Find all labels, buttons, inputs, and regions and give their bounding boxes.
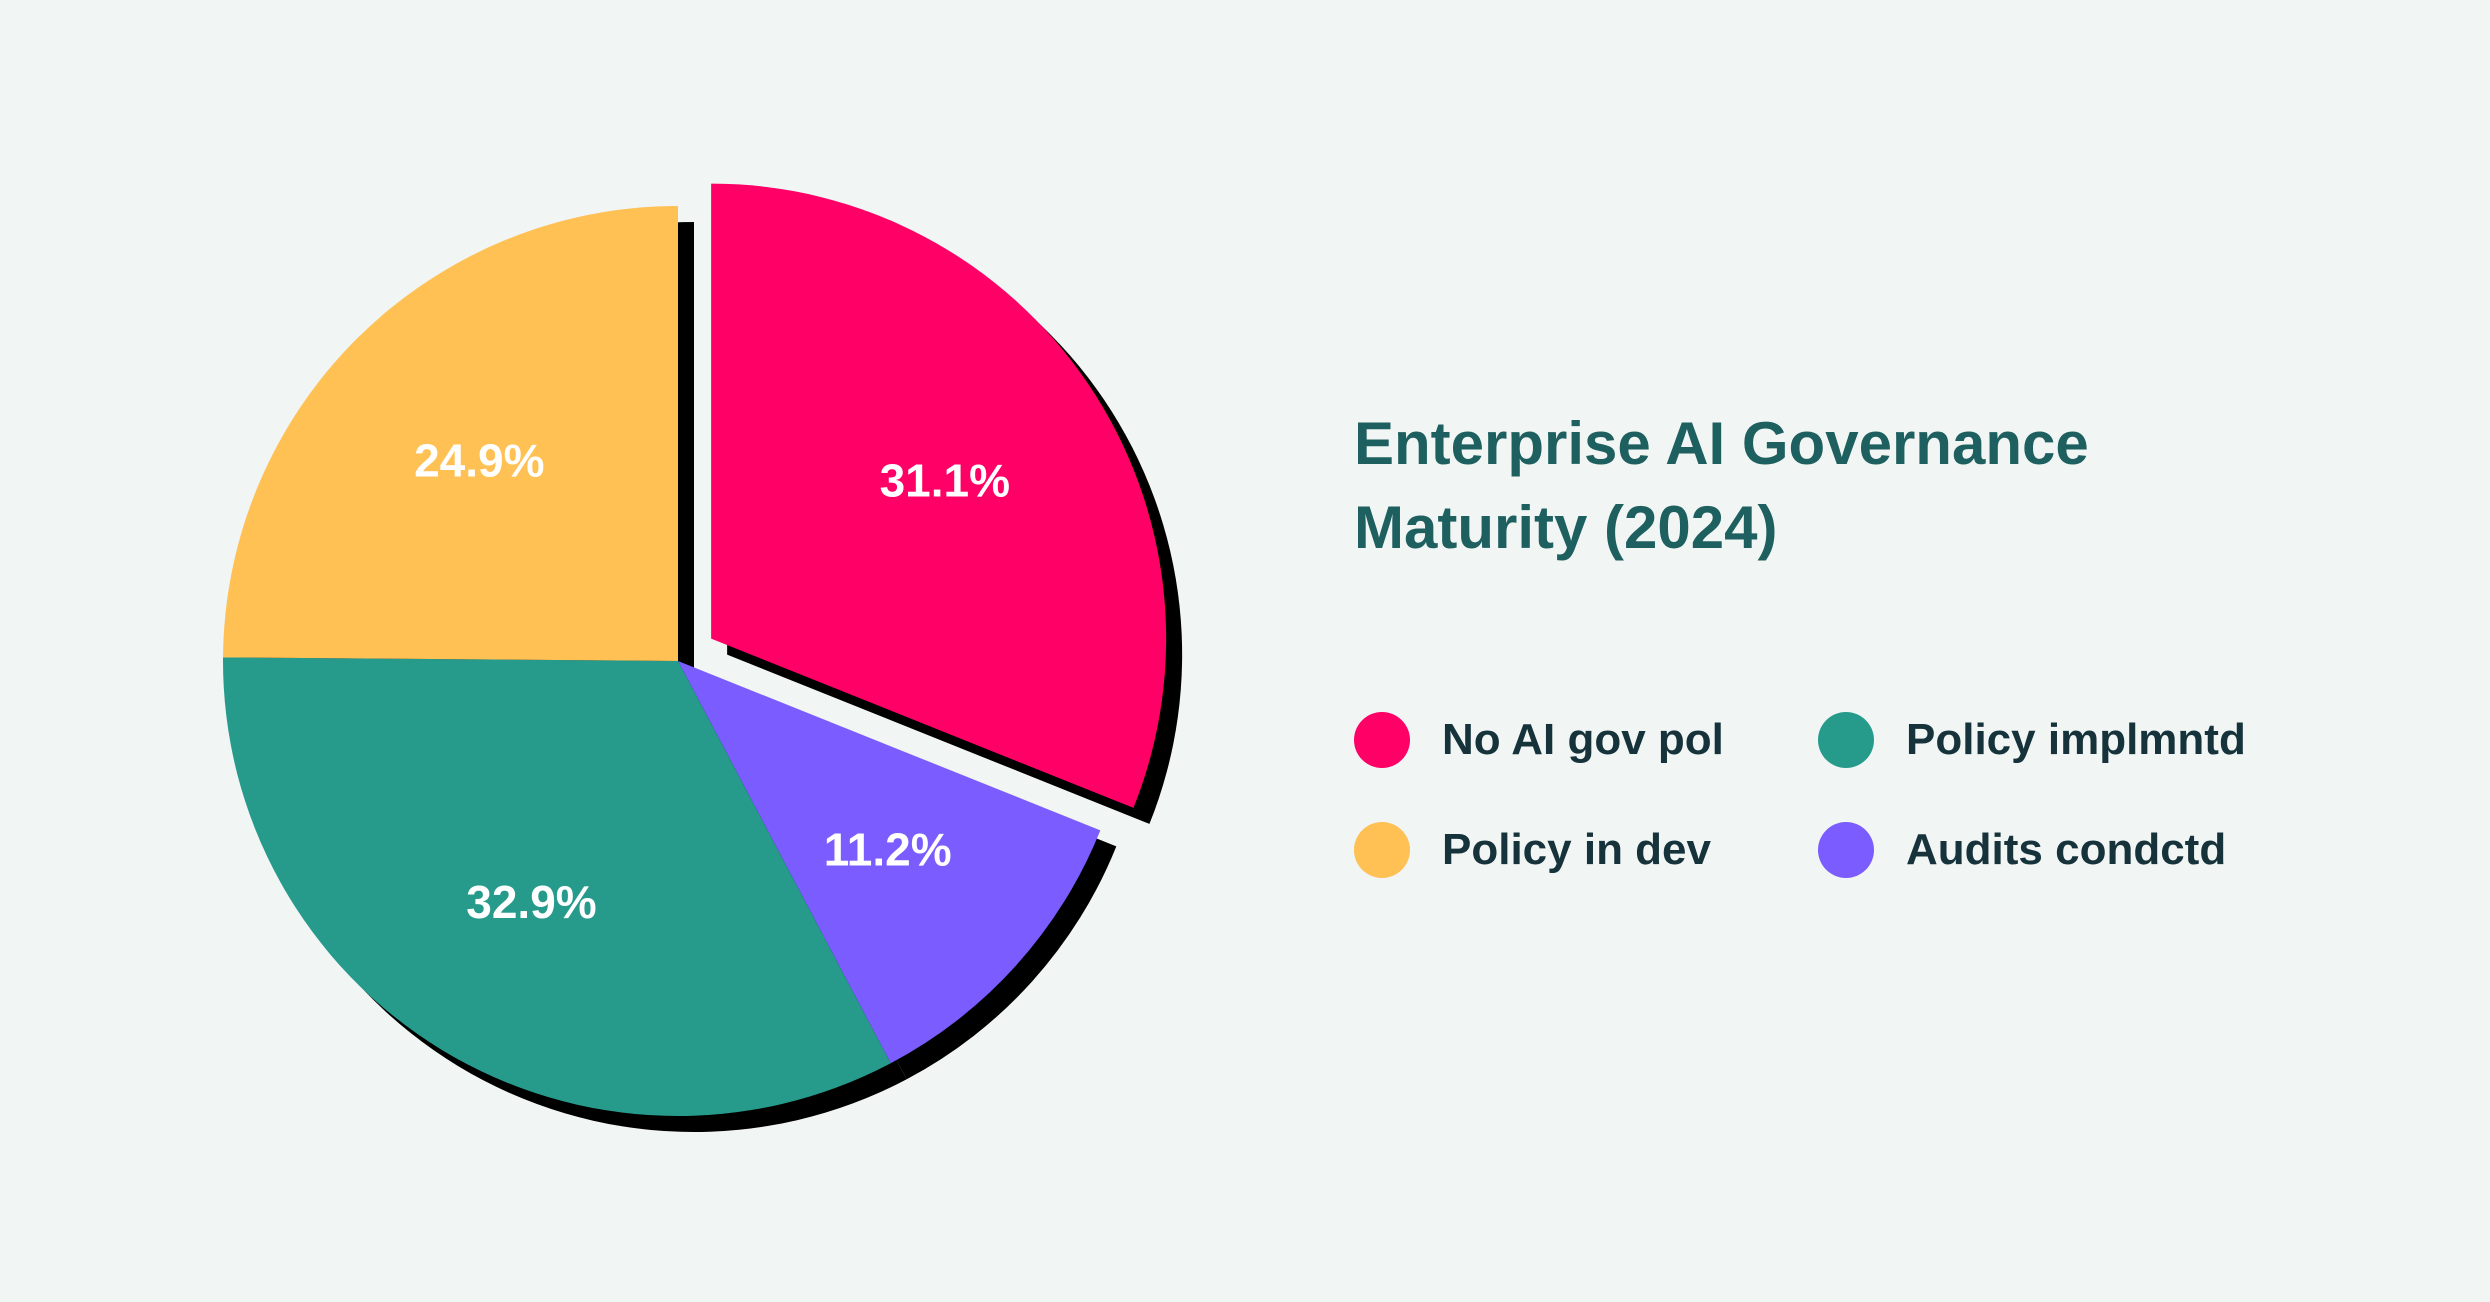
pie-slice-no-ai-gov-pol <box>711 183 1167 808</box>
pie-value-labels: 31.1% 11.2% 32.9% 24.9% <box>414 435 1010 928</box>
legend-swatch <box>1818 822 1874 878</box>
legend-item-policy-implmntd: Policy implmntd <box>1818 712 2338 768</box>
legend-item-audits-condctd: Audits condctd <box>1818 822 2338 878</box>
legend-label: Audits condctd <box>1906 825 2227 874</box>
pie-slice-audits-condctd <box>678 661 1101 1064</box>
legend-label: No AI gov pol <box>1442 715 1724 764</box>
legend-swatch <box>1354 712 1410 768</box>
chart-title: Enterprise AI Governance Maturity (2024) <box>1354 410 2089 561</box>
legend-item-policy-in-dev: Policy in dev <box>1354 822 1818 878</box>
legend: No AI gov pol Policy implmntd Policy in … <box>1354 712 2354 878</box>
legend-label: Policy implmntd <box>1906 715 2246 764</box>
pie-value-label-policy-implmntd: 32.9% <box>466 876 596 928</box>
pie-slices <box>222 183 1167 1117</box>
legend-swatch <box>1354 822 1410 878</box>
legend-label: Policy in dev <box>1442 825 1711 874</box>
legend-swatch <box>1818 712 1874 768</box>
pie-slice-policy-implmntd <box>222 657 891 1117</box>
pie-value-label-audits-condctd: 11.2% <box>824 824 952 876</box>
pie-value-label-no-ai-gov-pol: 31.1% <box>880 455 1010 507</box>
pie-slice-policy-in-dev <box>223 206 678 661</box>
pie-value-label-policy-in-dev: 24.9% <box>414 435 544 487</box>
legend-item-no-ai-gov-pol: No AI gov pol <box>1354 712 1818 768</box>
